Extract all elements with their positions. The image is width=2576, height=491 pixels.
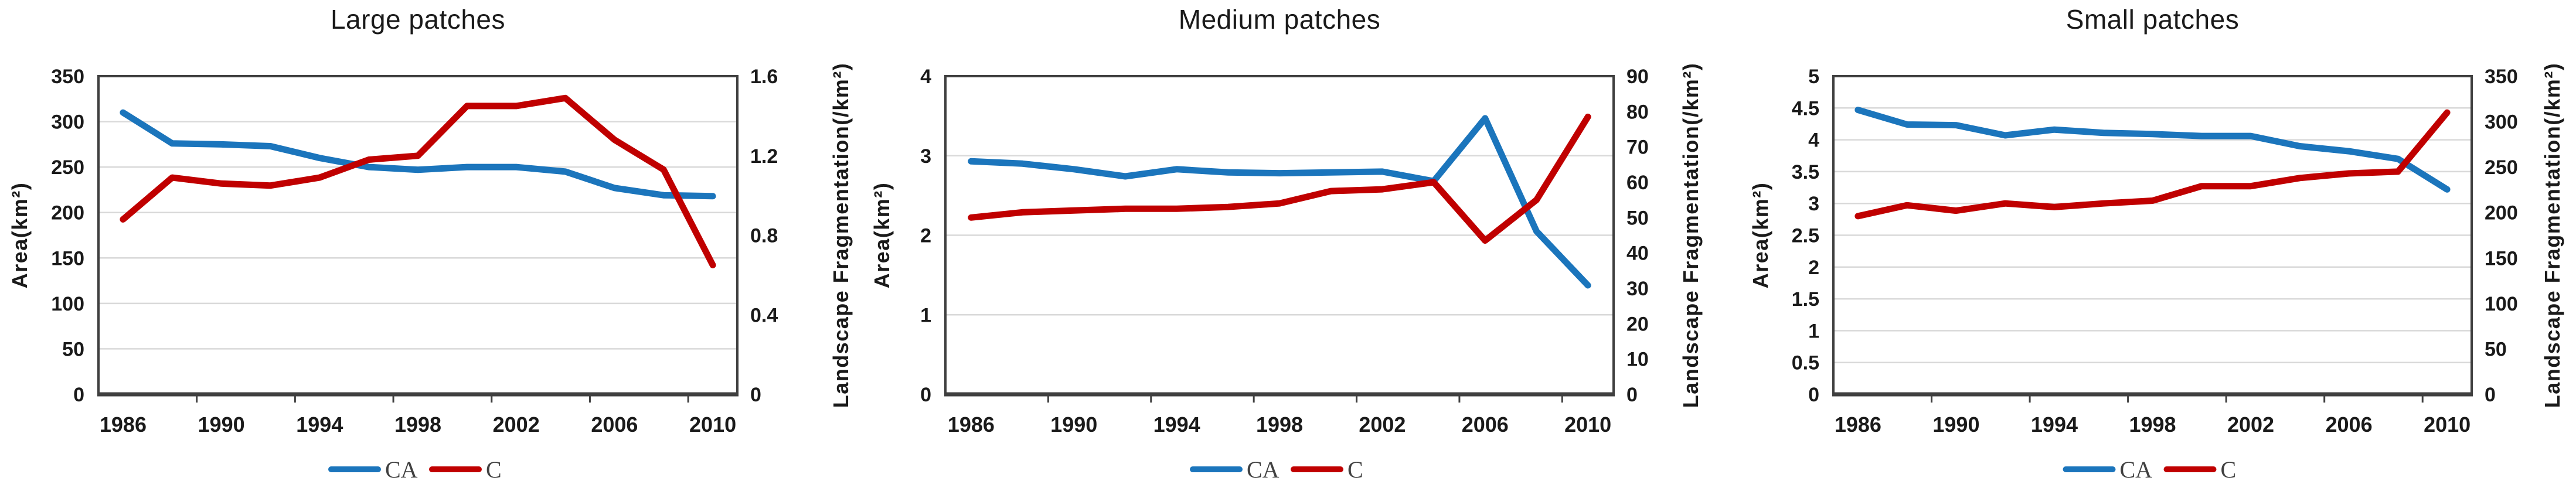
left-tick-label: 1.5 <box>1792 288 1819 311</box>
right-tick-label: 300 <box>2485 111 2518 134</box>
x-tick-label: 1998 <box>394 412 441 437</box>
right-tick-label: 30 <box>1626 278 1649 300</box>
left-tick-label: 1 <box>1808 320 1819 342</box>
left-tick-label: 350 <box>51 66 84 88</box>
left-tick-label: 100 <box>51 293 84 315</box>
left-tick-label: 0.5 <box>1792 352 1819 374</box>
right-tick-label: 80 <box>1626 101 1649 123</box>
right-tick-label: 90 <box>1626 66 1649 88</box>
right-tick-label: 0 <box>2485 384 2496 406</box>
x-tick-label: 2010 <box>1564 412 1611 437</box>
chart-panel-small-patches: Small patches 0 0.5 1 1.5 2 2.5 3 3.5 4 4.5 5 0 50 10… <box>1717 0 2576 491</box>
left-tick-label: 4 <box>1808 129 1819 152</box>
right-tick-label: 60 <box>1626 172 1649 194</box>
chart-title: Large patches <box>330 4 506 35</box>
x-tick-label: 2010 <box>2424 412 2470 437</box>
right-tick-label: 20 <box>1626 313 1649 335</box>
line-chart: 00.511.522.533.544.550501001502002503003… <box>1748 63 2564 483</box>
left-tick-label: 2 <box>920 225 931 247</box>
x-tick-label: 2006 <box>1462 412 1509 437</box>
c-line <box>120 94 716 268</box>
right-tick-label: 100 <box>2485 293 2518 315</box>
left-tick-label: 0 <box>1808 384 1819 406</box>
left-tick-label: 5 <box>1808 66 1819 88</box>
right-tick-label: 0 <box>750 384 761 406</box>
plot-border <box>97 75 739 395</box>
chart-panel-large-patches: Large patches 0 50 100 150 200 250 300 350 0 0.4 0… <box>0 0 859 491</box>
x-tick-label: 1986 <box>100 412 147 437</box>
x-tick-label: 2002 <box>2227 412 2274 437</box>
left-tick-label: 1 <box>920 304 931 326</box>
chart-panel-medium-patches: Medium patches 0 1 2 3 4 0 10 20 30 40 50 60 70 80 90 1… <box>859 0 1717 491</box>
left-axis-title: Area(km²) <box>8 182 32 289</box>
right-tick-label: 1.6 <box>750 66 778 88</box>
x-tick-label: 1990 <box>1932 412 1979 437</box>
right-tick-label: 1.2 <box>750 145 778 168</box>
x-tick-label: 1994 <box>296 412 343 437</box>
right-tick-label: 0 <box>1626 384 1638 406</box>
legend-label-ca: CA <box>385 456 418 483</box>
x-tick-label: 1990 <box>1050 412 1097 437</box>
line-chart: 0 50 100 150 200 250 300 350 0 0.4 0.8 1.2 1.6 1986 19… <box>8 63 853 483</box>
x-tick-label: 1986 <box>948 412 995 437</box>
right-axis-title: Landscape Fragmentation(/km²) <box>2540 63 2564 408</box>
legend-label-c: C <box>2221 456 2237 483</box>
x-tick-label: 2002 <box>1359 412 1406 437</box>
left-tick-label: 200 <box>51 202 84 224</box>
x-tick-label: 1994 <box>1153 412 1200 437</box>
x-tick-label: 1994 <box>2031 412 2078 437</box>
x-tick-label: 2006 <box>591 412 638 437</box>
right-tick-label: 0.4 <box>750 304 778 326</box>
right-tick-label: 40 <box>1626 243 1649 265</box>
left-tick-label: 0 <box>73 384 84 406</box>
left-tick-label: 150 <box>51 247 84 270</box>
right-tick-label: 200 <box>2485 202 2518 224</box>
left-axis-title: Area(km²) <box>1748 182 1772 289</box>
right-axis-title: Landscape Fragmentation(/km²) <box>1679 63 1703 408</box>
chart-title: Medium patches <box>1178 4 1381 35</box>
right-tick-label: 50 <box>1626 207 1649 229</box>
left-tick-label: 3 <box>1808 193 1819 215</box>
left-axis-title: Area(km²) <box>870 182 894 289</box>
c-line <box>968 113 1591 244</box>
right-tick-label: 350 <box>2485 66 2518 88</box>
c-line <box>1854 109 2451 220</box>
left-tick-label: 4.5 <box>1792 97 1819 120</box>
ca-line <box>968 115 1591 289</box>
ca-line <box>120 109 716 200</box>
right-tick-label: 50 <box>2485 338 2507 360</box>
chart-title: Small patches <box>2065 4 2240 35</box>
left-tick-label: 250 <box>51 156 84 179</box>
left-tick-label: 0 <box>920 384 931 406</box>
right-tick-label: 0.8 <box>750 225 778 247</box>
left-tick-label: 2.5 <box>1792 225 1819 247</box>
ca-line <box>1854 107 2451 193</box>
left-tick-label: 3.5 <box>1792 161 1819 183</box>
x-tick-label: 1990 <box>198 412 245 437</box>
x-tick-label: 1998 <box>2129 412 2176 437</box>
legend-label-ca: CA <box>1247 456 1280 483</box>
left-tick-label: 3 <box>920 145 931 168</box>
left-tick-label: 300 <box>51 111 84 134</box>
legend-label-c: C <box>486 456 502 483</box>
right-tick-label: 10 <box>1626 349 1649 371</box>
x-tick-label: 1986 <box>1835 412 1881 437</box>
x-tick-label: 2006 <box>2326 412 2373 437</box>
left-tick-label: 50 <box>62 338 84 360</box>
right-tick-label: 150 <box>2485 247 2518 270</box>
left-tick-label: 4 <box>920 66 931 88</box>
right-axis-title: Landscape Fragmentation(/km²) <box>829 63 853 408</box>
right-tick-label: 250 <box>2485 156 2518 179</box>
legend-label-ca: CA <box>2120 456 2153 483</box>
x-tick-label: 1998 <box>1256 412 1303 437</box>
x-tick-label: 2010 <box>689 412 736 437</box>
x-tick-label: 2002 <box>493 412 540 437</box>
legend-label-c: C <box>1347 456 1363 483</box>
right-tick-label: 70 <box>1626 137 1649 159</box>
left-tick-label: 2 <box>1808 257 1819 279</box>
